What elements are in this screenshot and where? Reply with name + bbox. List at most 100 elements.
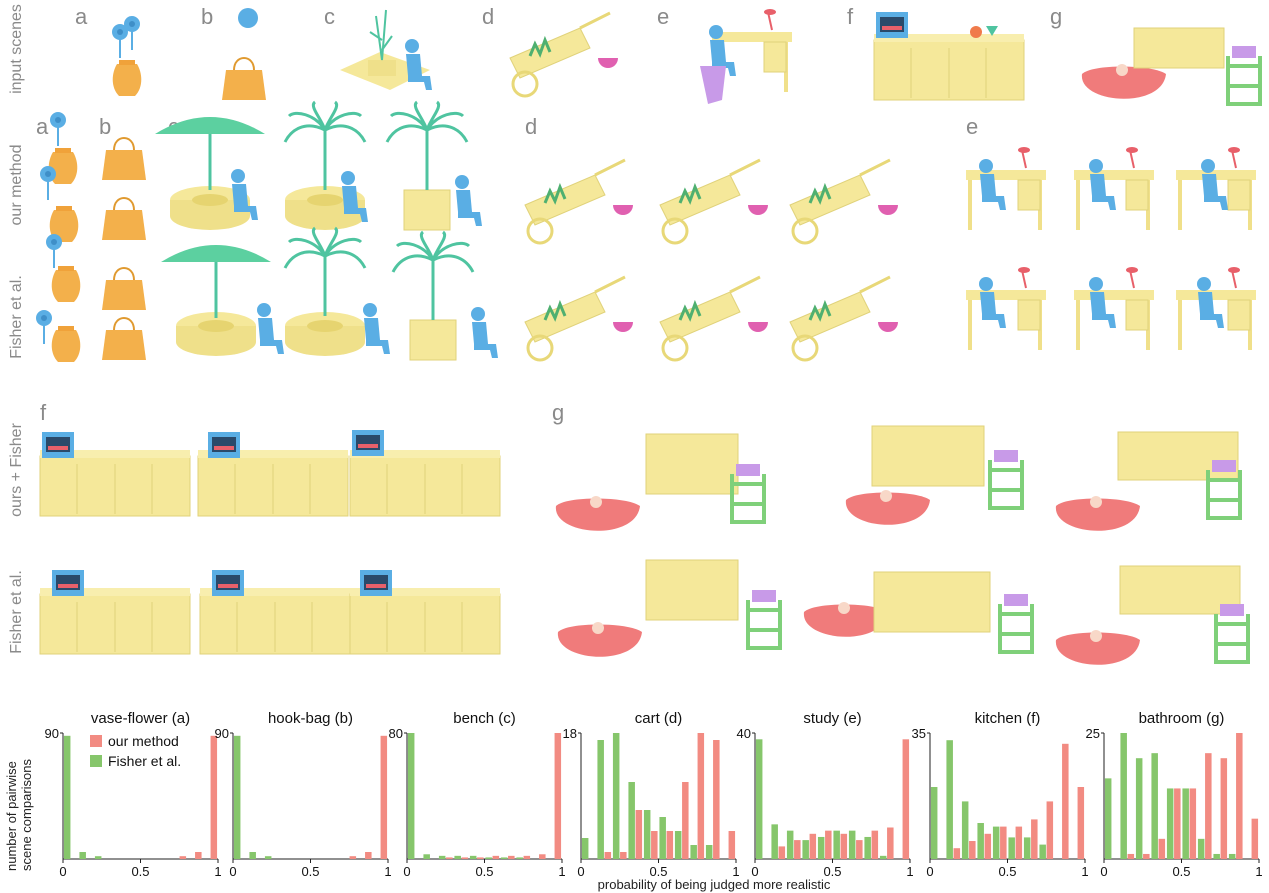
ours-scene-b <box>102 138 146 240</box>
input-scene-d <box>510 13 618 96</box>
ours-fisher-scene-f <box>40 430 500 516</box>
bar-fisher-5-4 <box>993 827 1000 859</box>
bar-ours-6-9 <box>1252 819 1259 859</box>
bar-ours-4-4 <box>825 831 832 859</box>
bar-ours-2-8 <box>539 854 546 859</box>
bar-fisher-5-1 <box>946 740 953 859</box>
bar-fisher-2-5 <box>485 857 492 859</box>
histogram-charts: number of pairwise scene comparisons pro… <box>0 693 1269 893</box>
x-tick-label-0-0: 0 <box>59 864 66 879</box>
x-tick-label-1-0: 0 <box>229 864 236 879</box>
input-scene-e <box>700 9 792 104</box>
bar-ours-3-5 <box>667 831 674 859</box>
bar-fisher-0-1 <box>79 852 86 859</box>
bar-ours-4-3 <box>810 834 817 859</box>
input-scene-a <box>112 16 141 96</box>
bar-fisher-6-5 <box>1182 788 1189 859</box>
bar-ours-2-9 <box>555 733 562 859</box>
y-axis-label-line1: number of pairwise <box>4 761 19 871</box>
chart-title-5: kitchen (f) <box>975 710 1041 727</box>
bar-fisher-4-6 <box>849 831 856 859</box>
input-scene-f <box>874 12 1024 100</box>
bar-fisher-6-1 <box>1120 733 1127 859</box>
x-tick-label-5-2: 1 <box>1081 864 1088 879</box>
bar-fisher-3-2 <box>613 733 620 859</box>
bar-ours-5-8 <box>1062 744 1069 859</box>
bar-ours-2-6 <box>508 856 515 859</box>
bar-ours-4-8 <box>887 828 894 860</box>
bar-ours-3-1 <box>605 852 612 859</box>
legend-ours-label: our method <box>108 733 179 749</box>
x-tick-label-2-0: 0 <box>403 864 410 879</box>
bar-ours-0-9 <box>211 736 218 859</box>
bar-fisher-5-2 <box>962 801 969 859</box>
bar-ours-4-9 <box>903 739 910 859</box>
bar-ours-6-3 <box>1159 839 1166 859</box>
bar-ours-6-7 <box>1221 758 1228 859</box>
bar-fisher-0-2 <box>95 856 102 859</box>
bar-ours-3-4 <box>651 831 658 859</box>
bar-fisher-4-0 <box>756 739 763 859</box>
bar-fisher-2-7 <box>516 857 523 859</box>
x-tick-label-5-1: 0.5 <box>998 864 1016 879</box>
x-tick-label-6-0: 0 <box>1100 864 1107 879</box>
bar-ours-5-1 <box>954 848 961 859</box>
bar-ours-2-7 <box>524 856 531 859</box>
bar-ours-6-5 <box>1190 788 1197 859</box>
bar-fisher-0-0 <box>64 736 71 859</box>
chart-title-4: study (e) <box>803 710 861 727</box>
bar-ours-4-2 <box>794 840 801 859</box>
ymax-label-1: 90 <box>215 726 229 741</box>
ours-fisher-scene-g <box>556 426 1242 531</box>
bar-ours-2-4 <box>477 857 484 859</box>
ymax-label-4: 40 <box>737 726 751 741</box>
bar-ours-3-2 <box>620 852 627 859</box>
bar-ours-3-7 <box>698 733 705 859</box>
bar-ours-4-6 <box>856 840 863 859</box>
bar-fisher-2-4 <box>470 856 477 859</box>
bar-ours-5-7 <box>1047 801 1054 859</box>
bar-fisher-5-7 <box>1039 845 1046 859</box>
bar-ours-6-2 <box>1143 854 1150 859</box>
x-tick-label-4-0: 0 <box>751 864 758 879</box>
bar-fisher-5-6 <box>1024 837 1031 859</box>
bar-ours-6-6 <box>1205 753 1212 859</box>
bar-ours-4-7 <box>872 831 879 859</box>
bar-fisher-2-2 <box>439 856 446 859</box>
chart-title-2: bench (c) <box>453 710 516 727</box>
bar-fisher-2-1 <box>423 854 430 859</box>
bar-ours-5-2 <box>969 841 976 859</box>
fisher-scene-c <box>161 228 498 360</box>
bar-ours-3-6 <box>682 782 689 859</box>
bar-ours-1-8 <box>365 852 372 859</box>
bar-fisher-4-7 <box>864 837 871 859</box>
bar-fisher-5-3 <box>977 823 984 859</box>
bar-fisher-2-0 <box>408 733 415 859</box>
x-tick-label-0-2: 1 <box>214 864 221 879</box>
input-scene-g <box>1082 28 1262 106</box>
chart-title-1: hook-bag (b) <box>268 710 353 727</box>
bar-ours-2-3 <box>462 857 469 859</box>
bar-fisher-5-5 <box>1008 837 1015 859</box>
x-tick-label-6-2: 1 <box>1255 864 1262 879</box>
bar-fisher-4-5 <box>833 831 840 859</box>
bar-ours-3-8 <box>713 740 720 859</box>
scene-illustrations <box>0 0 1269 700</box>
ymax-label-0: 90 <box>45 726 59 741</box>
ymax-label-3: 18 <box>563 726 577 741</box>
bar-fisher-2-6 <box>501 857 508 859</box>
x-tick-label-3-2: 1 <box>732 864 739 879</box>
bar-ours-5-4 <box>1000 827 1007 859</box>
bar-ours-5-5 <box>1016 827 1023 859</box>
ymax-label-2: 80 <box>389 726 403 741</box>
x-tick-label-4-1: 0.5 <box>823 864 841 879</box>
bar-fisher-6-2 <box>1136 758 1143 859</box>
x-tick-label-1-1: 0.5 <box>301 864 319 879</box>
chart-title-3: cart (d) <box>635 710 683 727</box>
bar-fisher-3-1 <box>597 740 604 859</box>
ymax-label-5: 35 <box>912 726 926 741</box>
chart-title-0: vase-flower (a) <box>91 710 190 727</box>
bar-fisher-4-3 <box>802 840 809 859</box>
bar-fisher-4-8 <box>880 856 887 859</box>
legend-fisher-swatch <box>90 755 102 767</box>
